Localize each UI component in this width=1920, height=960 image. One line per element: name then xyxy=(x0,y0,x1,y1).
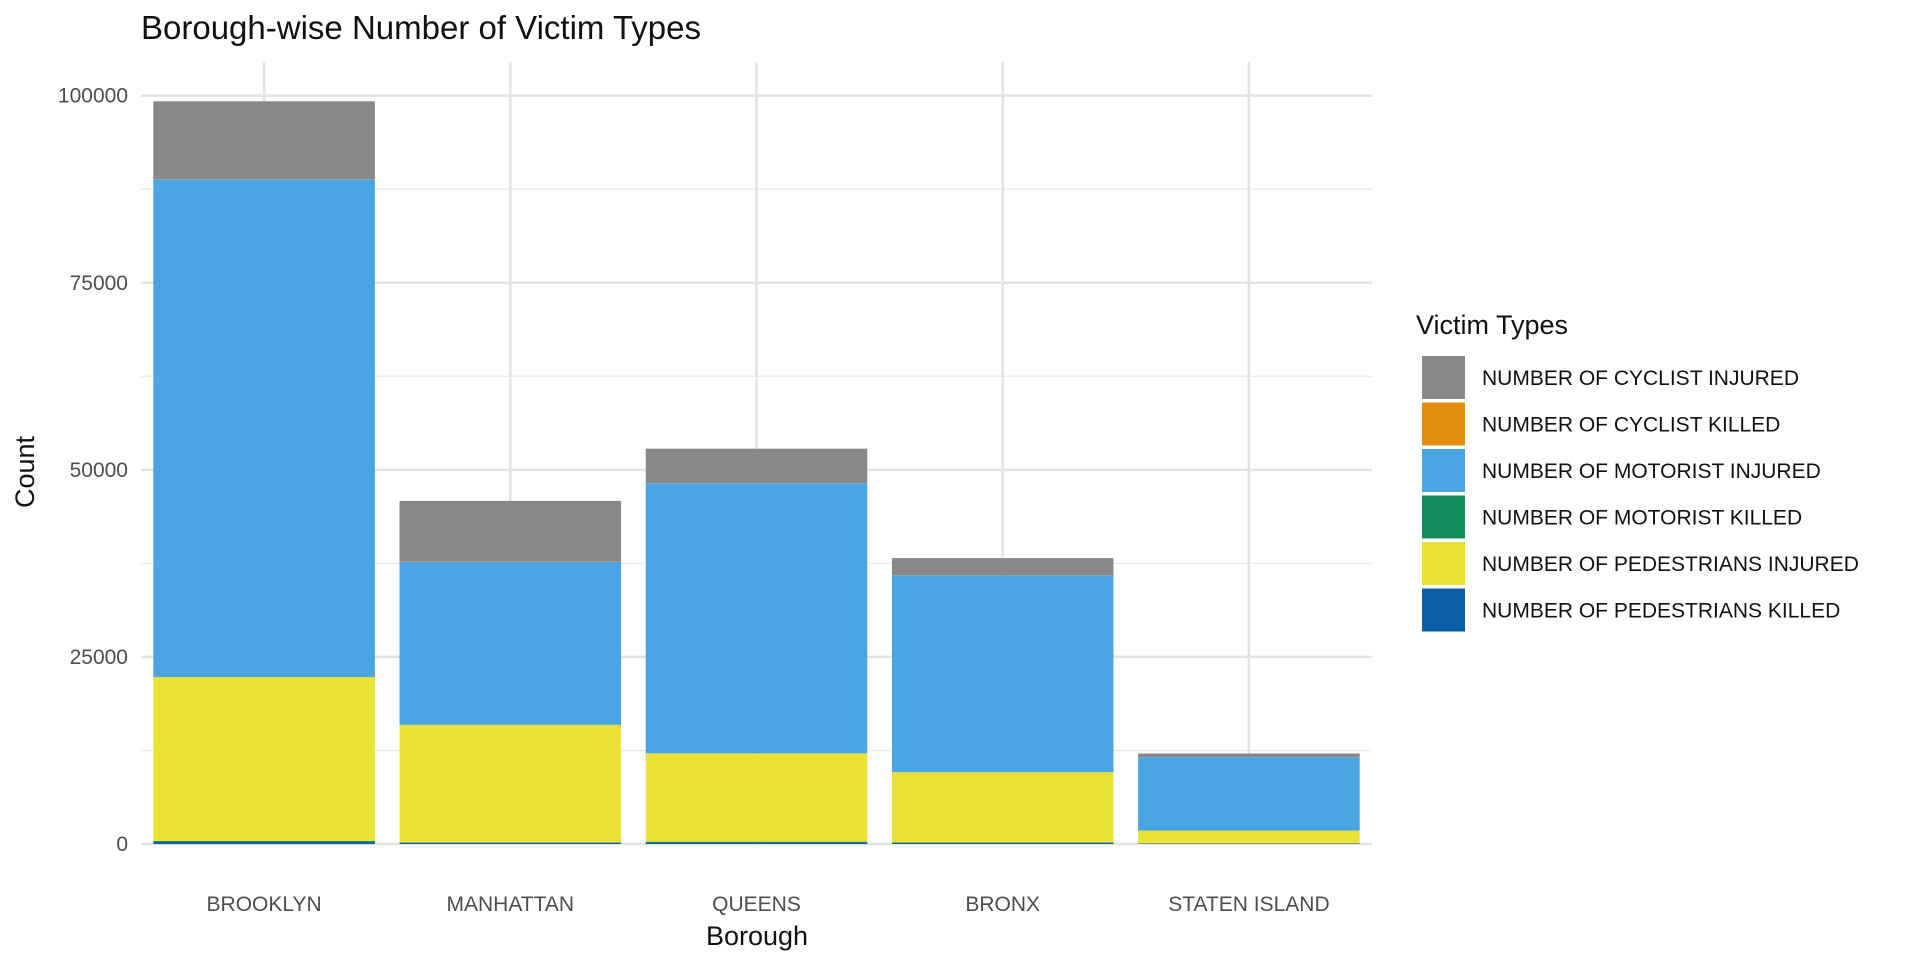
bar-bronx-number-of-cyclist-injured xyxy=(891,558,1114,576)
bar-manhattan-number-of-motorist-injured xyxy=(399,561,622,725)
y-tick-label: 25000 xyxy=(70,646,128,669)
x-tick-label: BROOKLYN xyxy=(207,893,322,916)
bar-bronx-number-of-pedestrians-injured xyxy=(891,772,1114,843)
bar-bronx-number-of-motorist-injured xyxy=(891,575,1114,773)
x-axis-title: Borough xyxy=(706,921,808,951)
bar-queens-number-of-motorist-injured xyxy=(645,483,868,754)
legend-label: NUMBER OF CYCLIST INJURED xyxy=(1482,367,1799,390)
bar-manhattan-number-of-cyclist-injured xyxy=(399,500,622,562)
x-tick-label: STATEN ISLAND xyxy=(1168,893,1329,916)
y-tick-label: 0 xyxy=(116,833,128,856)
legend-label: NUMBER OF MOTORIST INJURED xyxy=(1482,460,1821,483)
y-axis-title: Count xyxy=(10,435,40,508)
x-tick-label: MANHATTAN xyxy=(447,893,575,916)
legend-swatch xyxy=(1422,449,1465,492)
bars xyxy=(153,101,1360,844)
legend-swatch xyxy=(1422,356,1465,399)
x-tick-label: BRONX xyxy=(965,893,1040,916)
bar-brooklyn-number-of-pedestrians-injured xyxy=(153,677,375,841)
legend-label: NUMBER OF MOTORIST KILLED xyxy=(1482,507,1802,530)
legend-swatch xyxy=(1422,402,1465,446)
legend-label: NUMBER OF CYCLIST KILLED xyxy=(1482,414,1780,437)
x-axis-ticks: BROOKLYN MANHATTAN QUEENS BRONX STATEN ISLAN… xyxy=(207,893,1330,916)
bar-queens-number-of-pedestrians-killed xyxy=(645,842,868,844)
bar-brooklyn-number-of-cyclist-injured xyxy=(153,101,375,180)
bar-queens-number-of-motorist-killed xyxy=(645,841,868,843)
legend-swatch xyxy=(1422,588,1465,632)
y-tick-label: 75000 xyxy=(70,272,128,295)
x-tick-label: QUEENS xyxy=(712,893,801,916)
bar-staten-island-number-of-motorist-injured xyxy=(1138,757,1360,831)
bar-brooklyn-number-of-motorist-injured xyxy=(153,179,375,678)
bar-staten-island-number-of-pedestrians-injured xyxy=(1138,830,1360,844)
bar-queens-number-of-pedestrians-injured xyxy=(645,753,868,842)
bar-bronx-number-of-pedestrians-killed xyxy=(891,842,1114,844)
bar-manhattan-number-of-pedestrians-injured xyxy=(399,724,622,843)
chart-title: Borough-wise Number of Victim Types xyxy=(141,9,701,46)
legend-label: NUMBER OF PEDESTRIANS INJURED xyxy=(1482,553,1859,576)
y-axis-ticks: 0 25000 50000 75000 100000 xyxy=(58,85,128,856)
legend-swatch xyxy=(1422,542,1465,585)
y-tick-label: 50000 xyxy=(70,459,128,482)
bar-brooklyn-number-of-motorist-killed xyxy=(153,840,375,842)
bar-brooklyn-number-of-pedestrians-killed xyxy=(153,841,375,844)
bar-manhattan-number-of-pedestrians-killed xyxy=(399,842,622,844)
legend-title: Victim Types xyxy=(1416,310,1568,340)
bar-queens-number-of-cyclist-injured xyxy=(645,448,868,484)
legend-swatch xyxy=(1422,495,1465,539)
legend-label: NUMBER OF PEDESTRIANS KILLED xyxy=(1482,600,1840,623)
bar-staten-island-number-of-cyclist-injured xyxy=(1138,753,1360,758)
legend: Victim Types NUMBER OF CYCLIST INJURED NU… xyxy=(1416,310,1859,632)
y-tick-label: 100000 xyxy=(58,85,128,108)
